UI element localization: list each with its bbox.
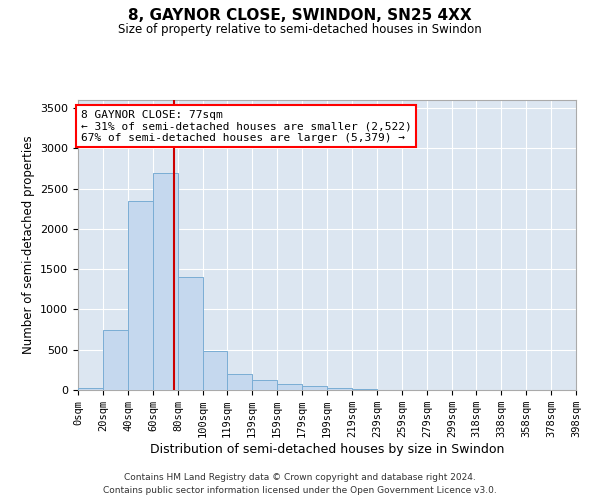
Text: 8 GAYNOR CLOSE: 77sqm
← 31% of semi-detached houses are smaller (2,522)
67% of s: 8 GAYNOR CLOSE: 77sqm ← 31% of semi-deta… bbox=[80, 110, 411, 143]
Bar bbox=[128, 200, 153, 390]
Bar bbox=[103, 330, 128, 390]
Bar bbox=[252, 380, 277, 390]
Bar bbox=[302, 386, 327, 390]
Text: Contains public sector information licensed under the Open Government Licence v3: Contains public sector information licen… bbox=[103, 486, 497, 495]
Text: 8, GAYNOR CLOSE, SWINDON, SN25 4XX: 8, GAYNOR CLOSE, SWINDON, SN25 4XX bbox=[128, 8, 472, 22]
Bar bbox=[153, 172, 178, 390]
Bar bbox=[178, 277, 203, 390]
Bar bbox=[277, 384, 302, 390]
Bar bbox=[227, 374, 252, 390]
Bar bbox=[327, 388, 352, 390]
Text: Contains HM Land Registry data © Crown copyright and database right 2024.: Contains HM Land Registry data © Crown c… bbox=[124, 472, 476, 482]
Bar bbox=[78, 388, 103, 390]
Bar bbox=[352, 389, 377, 390]
Text: Distribution of semi-detached houses by size in Swindon: Distribution of semi-detached houses by … bbox=[150, 442, 504, 456]
Bar bbox=[203, 352, 227, 390]
Y-axis label: Number of semi-detached properties: Number of semi-detached properties bbox=[22, 136, 35, 354]
Text: Size of property relative to semi-detached houses in Swindon: Size of property relative to semi-detach… bbox=[118, 22, 482, 36]
